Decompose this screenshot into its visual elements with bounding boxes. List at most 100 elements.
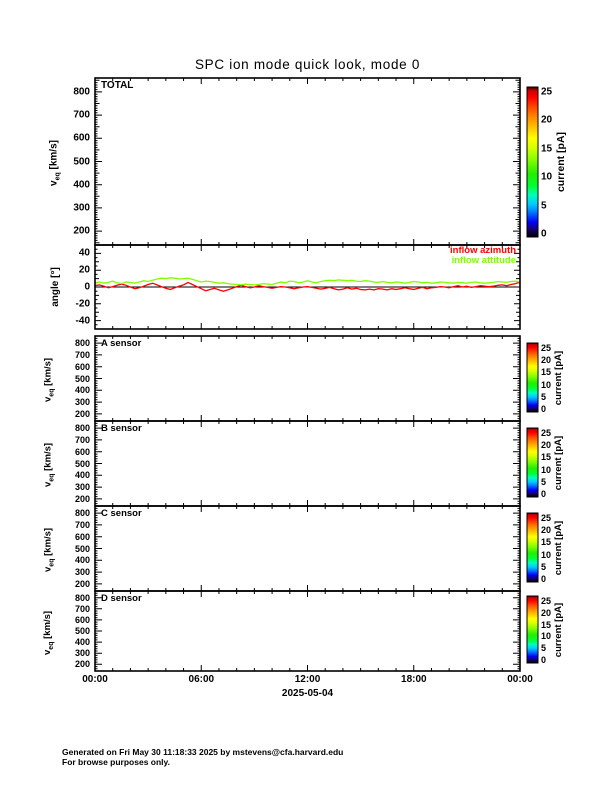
- panel-total: [94, 77, 521, 246]
- x-tick-label: 00:00: [82, 674, 108, 685]
- legend-inflow-azimuth: inflow azimuth: [450, 245, 516, 256]
- x-tick-label: 18:00: [401, 674, 427, 685]
- colorbar-tick-label: 5: [541, 200, 547, 212]
- y-tick-label: 200: [73, 225, 90, 237]
- colorbar-tick-label: 20: [541, 440, 552, 451]
- y-tick-label: 500: [74, 373, 90, 384]
- x-axis-date-label: 2025-05-04: [281, 688, 334, 699]
- y-axis-label-d-sensor: veq [km/s]: [42, 610, 55, 655]
- y-tick-label: 700: [74, 434, 90, 445]
- colorbar-tick-label: 25: [541, 596, 552, 606]
- y-tick-label: 300: [74, 397, 90, 408]
- y-tick-label: 300: [74, 648, 90, 659]
- x-tick-label: 12:00: [294, 674, 321, 685]
- panel-d: [94, 590, 521, 672]
- y-tick-label: 200: [74, 578, 90, 589]
- y-tick-label: 400: [74, 555, 90, 566]
- colorbar-tick-label: 10: [541, 549, 552, 560]
- colorbar: [526, 512, 539, 583]
- y-tick-label: 600: [74, 361, 90, 372]
- panel-b: [94, 420, 521, 507]
- panel-border: [94, 590, 521, 672]
- y-axis-label-b-sensor: veq [km/s]: [42, 442, 56, 487]
- colorbar-tick-label: 15: [541, 537, 552, 548]
- colorbar-tick-label: 25: [541, 428, 552, 438]
- axis-ticks: [94, 590, 521, 672]
- colorbar: [526, 86, 539, 238]
- colorbar-tick-label: 0: [541, 574, 547, 584]
- colorbar-tick-label: 20: [541, 355, 552, 366]
- colorbar-tick-label: 0: [541, 404, 547, 414]
- colorbar: [526, 342, 539, 413]
- series-line-inflow-attitude: [94, 277, 521, 286]
- colorbar: [526, 595, 539, 664]
- y-tick-label: -20: [75, 298, 90, 310]
- colorbar: [526, 427, 539, 498]
- panel-border: [94, 420, 521, 507]
- panel-a: [94, 335, 521, 422]
- y-axis-label-total: veq [km/s]: [48, 140, 62, 186]
- footer: Generated on Fri May 30 11:18:33 2025 by…: [62, 747, 343, 767]
- y-axis-label-a-sensor: veq [km/s]: [42, 357, 56, 402]
- y-tick-label: 800: [73, 86, 90, 98]
- colorbar-tick-label: 25: [541, 343, 552, 353]
- y-tick-label: 600: [74, 531, 90, 542]
- panel-label-d-sensor: D sensor: [101, 593, 142, 604]
- y-tick-label: 800: [74, 338, 90, 349]
- y-tick-label: 800: [74, 592, 90, 603]
- chart-title: SPC ion mode quick look, mode 0: [194, 57, 421, 72]
- legend-inflow-attitude: inflow attitude: [451, 255, 516, 266]
- y-tick-label: 700: [74, 519, 90, 530]
- panel-border: [94, 335, 521, 422]
- panel-label-a-sensor: A sensor: [101, 338, 142, 349]
- x-tick-label: 06:00: [188, 674, 215, 685]
- axis-ticks: [94, 335, 521, 422]
- colorbar-tick-label: 10: [541, 464, 552, 475]
- y-tick-label: 300: [74, 482, 90, 493]
- y-tick-label: 600: [74, 614, 90, 625]
- y-tick-label: 400: [73, 179, 90, 191]
- y-tick-label: 200: [74, 408, 90, 419]
- panel-label-total: TOTAL: [101, 80, 134, 91]
- panel-border: [94, 505, 521, 592]
- colorbar-tick-label: 0: [541, 228, 547, 240]
- panel-c: [94, 505, 521, 592]
- colorbar-tick-label: 0: [541, 655, 547, 665]
- colorbar-tick-label: 5: [541, 391, 547, 402]
- y-tick-label: 700: [74, 349, 90, 360]
- y-tick-label: 40: [78, 247, 90, 259]
- axis-ticks: [94, 77, 521, 246]
- y-tick-label: 300: [74, 567, 90, 578]
- y-tick-label: 600: [74, 446, 90, 457]
- x-tick-label: 00:00: [507, 674, 533, 685]
- panel-label-c-sensor: C sensor: [101, 508, 142, 519]
- colorbar-tick-label: 10: [541, 379, 552, 390]
- colorbar-tick-label: 15: [541, 619, 552, 630]
- y-tick-label: 500: [74, 543, 90, 554]
- y-tick-label: -40: [75, 315, 90, 327]
- colorbar-tick-label: 25: [541, 513, 552, 523]
- y-tick-label: 400: [74, 637, 90, 648]
- colorbar-tick-label: 20: [541, 607, 552, 618]
- series-line-inflow-azimuth: [94, 281, 521, 292]
- y-tick-label: 800: [74, 423, 90, 434]
- y-tick-label: 500: [74, 626, 90, 636]
- y-tick-label: 600: [73, 132, 90, 144]
- colorbar-title: current [pA]: [555, 131, 567, 193]
- y-tick-label: 200: [74, 493, 90, 504]
- colorbar-tick-label: 20: [541, 114, 553, 126]
- y-tick-label: 20: [78, 264, 90, 276]
- colorbar-tick-label: 15: [541, 452, 552, 463]
- panel-border: [94, 77, 521, 246]
- y-tick-label: 300: [73, 202, 90, 214]
- y-tick-label: 800: [74, 508, 90, 519]
- colorbar-tick-label: 10: [541, 631, 552, 642]
- y-tick-label: 200: [74, 659, 90, 670]
- legend: inflow azimuth inflow attitude: [370, 246, 516, 266]
- footer-browse-line: For browse purposes only.: [62, 756, 170, 767]
- y-tick-label: 500: [74, 458, 90, 469]
- colorbar-tick-label: 5: [541, 561, 547, 572]
- panel-label-b-sensor: B sensor: [101, 423, 142, 434]
- y-tick-label: 400: [74, 385, 90, 396]
